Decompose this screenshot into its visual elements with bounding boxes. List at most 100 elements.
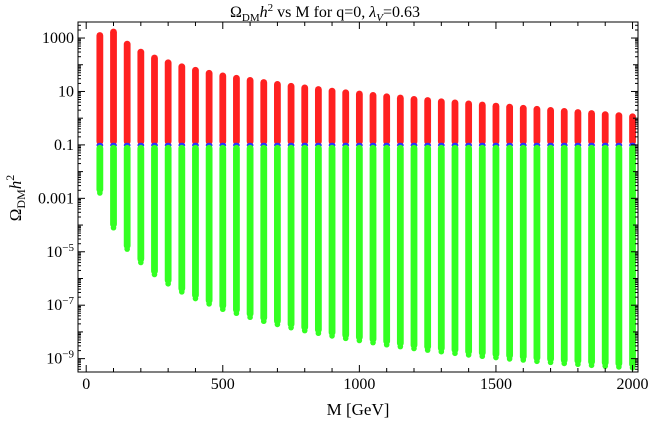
chart-title: ΩDMh2 vs M for q=0, λV=0.63 (230, 2, 420, 24)
data-column-0-39 (629, 113, 636, 145)
data-column-2-6 (178, 144, 186, 292)
title-text-end: =0.63 (383, 4, 420, 21)
data-column-0-21 (383, 93, 391, 145)
data-column-0-7 (192, 66, 199, 145)
data-point-2-1 (110, 224, 117, 231)
y-tick-exp-4: −5 (62, 242, 74, 254)
data-point-2-32 (534, 358, 540, 365)
data-column-0-1 (110, 28, 117, 145)
data-point-2-5 (165, 281, 171, 287)
data-column-0-34 (560, 108, 568, 145)
data-point-2-10 (233, 310, 240, 317)
data-point-2-21 (383, 341, 390, 348)
axis-layer: 0 500 1000 1500 20001000100.10.00110−510−710… (38, 22, 649, 393)
ylabel-omega: Ω (6, 209, 25, 222)
y-tick-base-5: 10 (46, 297, 62, 314)
ylabel-omega-sub: DM (14, 189, 28, 209)
data-column-2-22 (396, 144, 404, 347)
data-point-2-8 (206, 301, 212, 307)
data-column-0-26 (451, 99, 459, 145)
data-column-2-7 (192, 144, 199, 299)
data-column-0-16 (314, 86, 322, 145)
data-column-2-8 (205, 144, 213, 304)
data-point-2-3 (138, 259, 144, 266)
data-column-2-28 (478, 144, 486, 357)
data-point-2-25 (438, 348, 445, 355)
y-tick-base-2: 0.1 (54, 137, 74, 154)
data-column-2-3 (137, 144, 145, 263)
x-tick-label-0: 0 (82, 376, 90, 393)
data-point-2-17 (329, 333, 335, 339)
data-point-2-23 (411, 345, 417, 352)
data-point-2-11 (247, 314, 253, 321)
data-point-2-38 (616, 364, 622, 370)
data-column-0-15 (301, 84, 309, 145)
data-column-2-14 (287, 144, 295, 328)
data-column-2-12 (260, 144, 268, 322)
data-column-0-3 (137, 48, 145, 145)
data-point-2-27 (465, 352, 472, 358)
data-column-2-2 (123, 144, 131, 250)
x-tick-label-1: 500 (211, 376, 235, 393)
series-2 (96, 144, 636, 371)
x-tick-label-4: 2000 (617, 376, 649, 393)
data-column-0-4 (151, 54, 158, 145)
data-point-2-34 (561, 360, 568, 367)
data-point-2-0 (97, 190, 103, 196)
data-column-0-5 (164, 59, 172, 145)
data-column-2-19 (355, 144, 363, 341)
data-column-2-17 (328, 144, 336, 336)
data-column-2-13 (274, 144, 281, 325)
data-column-2-1 (110, 144, 117, 228)
title-text-mid: vs M for q=0, (273, 4, 369, 21)
data-point-2-2 (124, 246, 130, 252)
y-tick-label-5: 10−7 (46, 295, 74, 314)
data-point-2-6 (179, 289, 185, 295)
data-column-2-21 (383, 144, 391, 345)
data-column-0-20 (369, 92, 377, 145)
data-point-2-37 (602, 363, 609, 369)
data-column-0-19 (355, 90, 363, 145)
data-column-2-37 (601, 144, 609, 367)
data-column-2-25 (437, 144, 445, 352)
title-lambda: λ (368, 4, 376, 21)
y-tick-label-6: 10−9 (46, 349, 74, 368)
data-column-2-35 (574, 144, 582, 365)
data-column-2-23 (410, 144, 418, 349)
data-point-2-24 (424, 347, 431, 353)
data-column-0-10 (233, 74, 240, 145)
data-column-2-10 (233, 144, 240, 314)
x-tick-label-2: 1000 (343, 376, 375, 393)
data-column-0-14 (287, 82, 295, 145)
data-point-2-4 (151, 271, 158, 278)
data-column-2-9 (219, 144, 227, 310)
data-column-2-24 (424, 144, 432, 351)
ylabel-h: h (6, 181, 25, 190)
data-column-2-34 (560, 144, 568, 364)
data-point-2-12 (260, 318, 267, 325)
data-layer (96, 28, 636, 371)
data-column-0-18 (342, 89, 350, 145)
y-tick-label-0: 1000 (42, 30, 74, 47)
data-point-2-16 (315, 330, 322, 337)
data-column-2-5 (164, 144, 172, 284)
data-column-2-38 (615, 144, 623, 367)
y-tick-label-1: 10 (58, 83, 74, 100)
data-point-2-13 (274, 321, 281, 328)
plot-frame (77, 21, 639, 373)
data-point-2-9 (219, 306, 226, 313)
data-column-0-37 (601, 111, 609, 145)
data-column-0-28 (478, 101, 486, 145)
data-column-2-36 (588, 144, 595, 366)
data-column-2-32 (533, 144, 541, 362)
data-column-0-33 (547, 106, 554, 145)
series-0 (96, 28, 636, 148)
data-column-2-20 (369, 144, 377, 343)
data-column-2-11 (246, 144, 254, 318)
ylabel-h-sup: 2 (3, 175, 17, 181)
data-column-0-11 (246, 77, 254, 145)
data-column-2-16 (314, 144, 322, 334)
data-point-2-26 (452, 350, 458, 357)
series-1 (96, 142, 636, 151)
data-column-2-18 (342, 144, 350, 339)
